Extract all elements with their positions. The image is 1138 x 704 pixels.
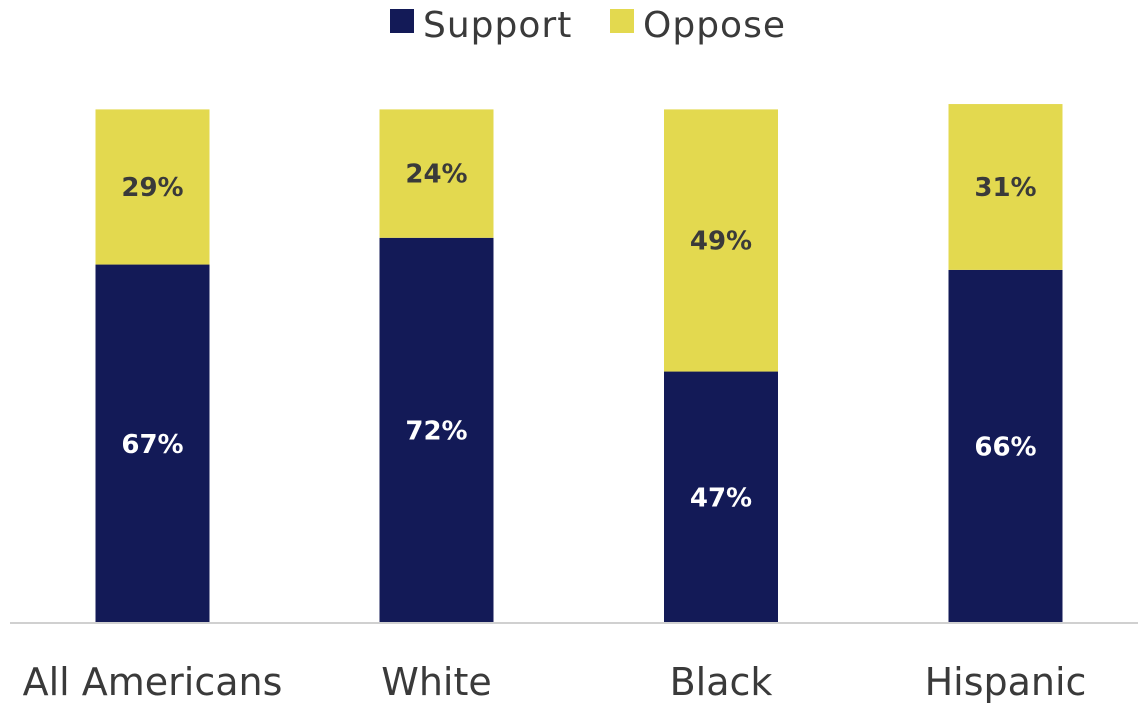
legend-swatch-support [390, 9, 414, 33]
category-label-white: White [381, 660, 492, 704]
data-label-oppose-black: 49% [690, 226, 752, 256]
category-labels: All Americans White Black Hispanic [23, 660, 1087, 704]
data-label-support-white: 72% [405, 416, 467, 446]
data-label-oppose-hispanic: 31% [974, 173, 1036, 203]
bar-oppose-white [379, 109, 494, 238]
bar-support-white [379, 237, 494, 624]
category-label-hispanic: Hispanic [925, 660, 1087, 704]
data-label-support-black: 47% [690, 483, 752, 513]
bar-support-black [664, 371, 778, 623]
data-label-oppose-all-americans: 29% [121, 173, 183, 203]
data-label-support-hispanic: 66% [974, 432, 1036, 462]
bar-oppose-black [664, 109, 778, 372]
data-label-support-all-americans: 67% [121, 430, 183, 460]
data-label-oppose-white: 24% [405, 160, 467, 190]
legend-swatch-oppose [610, 9, 634, 33]
bar-oppose-hispanic [948, 104, 1063, 270]
category-label-all-americans: All Americans [23, 660, 283, 704]
bar-support-all-americans [95, 264, 210, 623]
legend-label-oppose: Oppose [643, 5, 786, 46]
bar-oppose-all-americans [95, 109, 210, 265]
category-label-black: Black [670, 660, 773, 704]
legend: Support Oppose [390, 5, 786, 46]
bar-support-hispanic [948, 269, 1063, 623]
bars: 67% 29% 72% 24% 47% 49% 66% 31% [95, 104, 1063, 624]
legend-label-support: Support [423, 5, 572, 46]
